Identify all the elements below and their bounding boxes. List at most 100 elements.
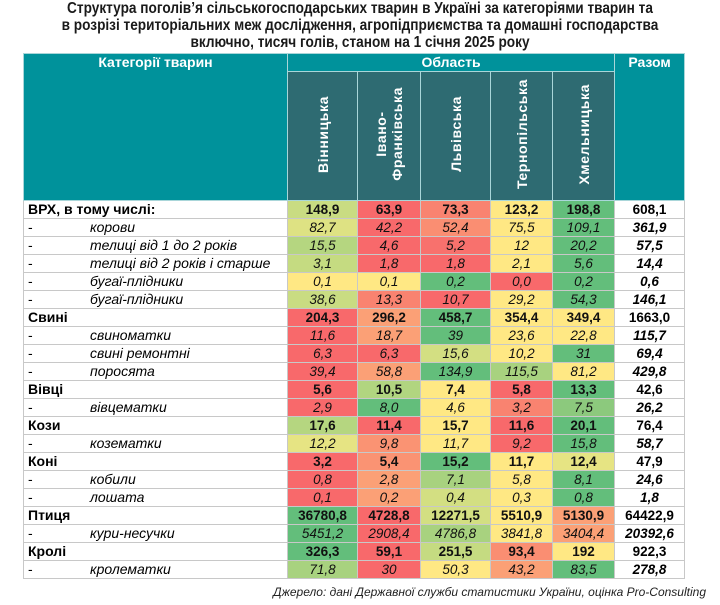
subcategory-label: кури-несучки	[90, 525, 175, 542]
dash-marker: -	[28, 399, 33, 416]
value-cell: 20,1	[551, 416, 616, 435]
value-cell: 109,1	[551, 218, 616, 237]
value-cell: 11,7	[490, 452, 553, 471]
value-cell: 6,3	[357, 344, 421, 363]
value-cell: 9,8	[357, 434, 421, 453]
table-row: ВРХ, в тому числі: 148,9 63,9 73,3 123,2 198,…	[23, 200, 686, 219]
dash-marker: -	[28, 255, 33, 272]
subcategory-cell: - бугаї-плідники	[23, 272, 288, 291]
subcategory-label: вівцематки	[90, 399, 167, 416]
dash-marker: -	[28, 273, 33, 290]
value-cell: 13,3	[357, 290, 421, 309]
subcategory-cell: - бугаї-плідники	[23, 290, 288, 309]
value-cell: 39	[420, 326, 491, 345]
subcategory-label: кобили	[90, 471, 136, 488]
value-cell: 12,2	[287, 434, 358, 453]
table-row: Кролі 326,3 59,1 251,5 93,4 192 922,3	[23, 542, 686, 561]
subcategory-label: кролематки	[90, 561, 171, 578]
table-row: - кури-несучки 5451,2 2908,4 4786,8 3841,8 340…	[23, 524, 686, 543]
value-cell: 52,4	[420, 218, 491, 237]
table-row: - телиці від 1 до 2 років 15,5 4,6 5,2 12 20,2…	[23, 236, 686, 255]
total-cell: 76,4	[614, 416, 686, 435]
value-cell: 5,8	[490, 380, 553, 399]
value-cell: 2908,4	[357, 524, 421, 543]
value-cell: 2,9	[287, 398, 358, 417]
dash-marker: -	[28, 345, 33, 362]
total-cell: 922,3	[614, 542, 686, 561]
table-row: - вівцематки 2,9 8,0 4,6 3,2 7,5 26,2	[23, 398, 686, 417]
value-cell: 0,1	[287, 488, 358, 507]
value-cell: 43,2	[490, 560, 553, 579]
header-region-vinnytska: Вінницька	[287, 71, 358, 201]
value-cell: 11,6	[287, 326, 358, 345]
value-cell: 15,5	[287, 236, 358, 255]
table-row: - козематки 12,2 9,8 11,7 9,2 15,8 58,7	[23, 434, 686, 453]
value-cell: 251,5	[420, 542, 491, 561]
value-cell: 5,2	[420, 236, 491, 255]
value-cell: 4,6	[420, 398, 491, 417]
value-cell: 93,4	[490, 542, 553, 561]
subcategory-cell: - кобили	[23, 470, 288, 489]
category-label: Вівці	[23, 380, 288, 399]
header-region-ternopilska: Тернопільська	[490, 71, 553, 201]
value-cell: 4728,8	[357, 506, 421, 525]
total-cell: 20392,6	[614, 524, 686, 543]
total-cell: 14,4	[614, 254, 686, 273]
table-row: - бугаї-плідники 38,6 13,3 10,7 29,2 54,3 146,1	[23, 290, 686, 309]
subcategory-label: телиці від 1 до 2 років	[90, 237, 238, 254]
subcategory-label: бугаї-плідники	[90, 291, 184, 308]
value-cell: 0,2	[357, 488, 421, 507]
value-cell: 6,3	[287, 344, 358, 363]
total-cell: 278,8	[614, 560, 686, 579]
value-cell: 123,2	[490, 200, 553, 219]
value-cell: 38,6	[287, 290, 358, 309]
dash-marker: -	[28, 237, 33, 254]
value-cell: 5510,9	[490, 506, 553, 525]
value-cell: 30	[357, 560, 421, 579]
value-cell: 10,2	[490, 344, 553, 363]
value-cell: 15,8	[551, 434, 616, 453]
total-cell: 42,6	[614, 380, 686, 399]
value-cell: 39,4	[287, 362, 358, 381]
value-cell: 5,6	[551, 254, 616, 273]
table-row: Кози 17,6 11,4 15,7 11,6 20,1 76,4	[23, 416, 686, 435]
value-cell: 10,7	[420, 290, 491, 309]
value-cell: 13,3	[551, 380, 616, 399]
table-row: Вівці 5,6 10,5 7,4 5,8 13,3 42,6	[23, 380, 686, 399]
value-cell: 4,6	[357, 236, 421, 255]
value-cell: 31	[551, 344, 616, 363]
dash-marker: -	[28, 471, 33, 488]
value-cell: 81,2	[551, 362, 616, 381]
value-cell: 354,4	[490, 308, 553, 327]
value-cell: 458,7	[420, 308, 491, 327]
value-cell: 12,4	[551, 452, 616, 471]
value-cell: 7,5	[551, 398, 616, 417]
value-cell: 3841,8	[490, 524, 553, 543]
table-row: - свиноматки 11,6 18,7 39 23,6 22,8 115,7	[23, 326, 686, 345]
table-row: - телиці від 2 років і старше 3,1 1,8 1,8 2,1…	[23, 254, 686, 273]
value-cell: 42,2	[357, 218, 421, 237]
subcategory-cell: - телиці від 2 років і старше	[23, 254, 288, 273]
value-cell: 29,2	[490, 290, 553, 309]
value-cell: 15,7	[420, 416, 491, 435]
header-category: Категорії тварин	[23, 53, 288, 201]
subcategory-cell: - лошата	[23, 488, 288, 507]
category-label: Коні	[23, 452, 288, 471]
table-row: - корови 82,7 42,2 52,4 75,5 109,1 361,9	[23, 218, 686, 237]
value-cell: 7,4	[420, 380, 491, 399]
value-cell: 12	[490, 236, 553, 255]
value-cell: 59,1	[357, 542, 421, 561]
subcategory-cell: - козематки	[23, 434, 288, 453]
total-cell: 69,4	[614, 344, 686, 363]
dash-marker: -	[28, 291, 33, 308]
value-cell: 192	[551, 542, 616, 561]
value-cell: 1,8	[357, 254, 421, 273]
value-cell: 75,5	[490, 218, 553, 237]
value-cell: 71,8	[287, 560, 358, 579]
subcategory-cell: - свиноматки	[23, 326, 288, 345]
title-line-2: в розрізі територіальних меж дослідження…	[61, 17, 659, 34]
total-cell: 26,2	[614, 398, 686, 417]
value-cell: 198,8	[551, 200, 616, 219]
dash-marker: -	[28, 327, 33, 344]
subcategory-label: телиці від 2 років і старше	[90, 255, 271, 272]
